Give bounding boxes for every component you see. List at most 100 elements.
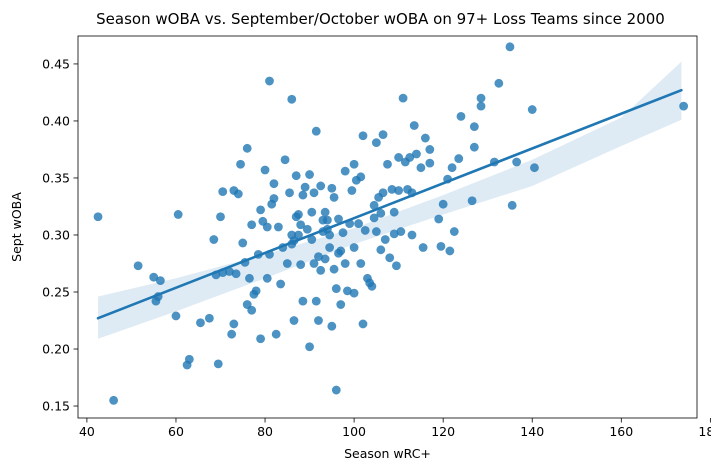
y-axis-ticks: 0.15 0.20 0.25 0.30 0.35 0.40 0.45 — [42, 56, 78, 414]
data-point — [173, 210, 183, 219]
data-point — [149, 272, 159, 282]
data-point — [376, 208, 386, 218]
data-point — [447, 163, 457, 173]
data-point — [338, 228, 348, 238]
x-tick-label: 60 — [168, 424, 184, 439]
chart-title: Season wOBA vs. September/October wOBA o… — [96, 10, 665, 28]
data-point — [378, 130, 388, 140]
data-point — [155, 276, 165, 285]
data-point — [392, 261, 401, 271]
data-point — [378, 188, 388, 198]
data-point — [409, 121, 419, 130]
data-point — [262, 222, 272, 232]
data-point — [171, 311, 181, 321]
data-point — [398, 93, 408, 103]
data-point — [280, 155, 290, 165]
data-point — [311, 296, 321, 306]
data-point — [314, 316, 323, 325]
data-point — [327, 183, 337, 193]
data-point — [436, 241, 446, 251]
data-point — [262, 273, 272, 283]
data-point — [425, 158, 435, 168]
y-tick-label: 0.15 — [42, 399, 70, 414]
x-tick-label: 80 — [257, 424, 273, 439]
data-point — [394, 153, 404, 162]
data-point — [251, 286, 261, 296]
confidence-band-layer — [98, 61, 682, 339]
data-point — [320, 207, 330, 217]
data-point — [358, 131, 368, 141]
data-point — [300, 182, 310, 192]
data-point — [316, 265, 326, 275]
data-point — [407, 230, 417, 240]
data-point — [376, 245, 386, 255]
y-tick-label: 0.35 — [42, 170, 70, 185]
data-point — [507, 200, 517, 210]
data-point — [396, 227, 406, 236]
data-point — [298, 296, 308, 306]
data-point — [327, 321, 337, 331]
x-tick-label: 40 — [79, 424, 95, 439]
data-point — [311, 126, 321, 136]
data-point — [245, 273, 254, 283]
data-point — [133, 261, 143, 271]
data-point — [449, 227, 459, 236]
data-point — [242, 143, 252, 153]
y-axis-label: Sept wOBA — [9, 192, 24, 262]
regression-line — [96, 88, 683, 320]
data-points-layer — [93, 42, 689, 405]
x-tick-label: 120 — [431, 424, 455, 439]
data-point — [325, 243, 335, 252]
data-point — [334, 214, 343, 224]
data-point — [93, 212, 103, 222]
data-point — [256, 205, 265, 215]
y-tick-label: 0.30 — [42, 227, 70, 242]
data-point — [282, 259, 292, 268]
data-point — [236, 159, 245, 169]
data-point — [412, 149, 421, 159]
data-point — [349, 243, 359, 252]
data-point — [340, 166, 350, 176]
data-point — [233, 189, 243, 199]
data-point — [287, 94, 297, 104]
data-point — [291, 171, 301, 181]
data-point — [309, 188, 319, 198]
data-point — [530, 163, 539, 173]
data-point — [385, 253, 395, 263]
data-point — [371, 227, 381, 236]
plot-frame — [77, 35, 698, 419]
data-point — [305, 342, 314, 352]
data-point — [296, 260, 306, 270]
data-point — [454, 154, 464, 163]
data-point — [309, 259, 319, 268]
data-point — [294, 230, 303, 240]
data-point — [383, 159, 392, 169]
data-point — [469, 142, 479, 152]
data-point — [260, 165, 270, 175]
data-point — [360, 226, 370, 235]
data-point — [456, 111, 466, 121]
data-point — [389, 207, 399, 217]
data-point — [322, 215, 332, 225]
data-point — [289, 316, 299, 325]
data-point — [405, 153, 415, 162]
data-point — [329, 192, 339, 202]
data-point — [184, 354, 194, 364]
data-point — [294, 210, 303, 219]
data-point — [476, 93, 486, 103]
data-point — [227, 329, 237, 339]
x-tick-label: 160 — [609, 424, 633, 439]
regression-line-layer — [96, 88, 683, 320]
data-point — [445, 246, 455, 256]
data-point — [387, 184, 397, 194]
data-point — [305, 170, 314, 179]
data-point — [256, 334, 265, 344]
data-point — [285, 188, 294, 198]
x-tick-label: 100 — [342, 424, 366, 439]
data-point — [109, 395, 119, 405]
data-point — [269, 179, 279, 189]
data-point — [271, 329, 281, 339]
data-point — [331, 284, 341, 293]
data-point — [247, 220, 257, 230]
